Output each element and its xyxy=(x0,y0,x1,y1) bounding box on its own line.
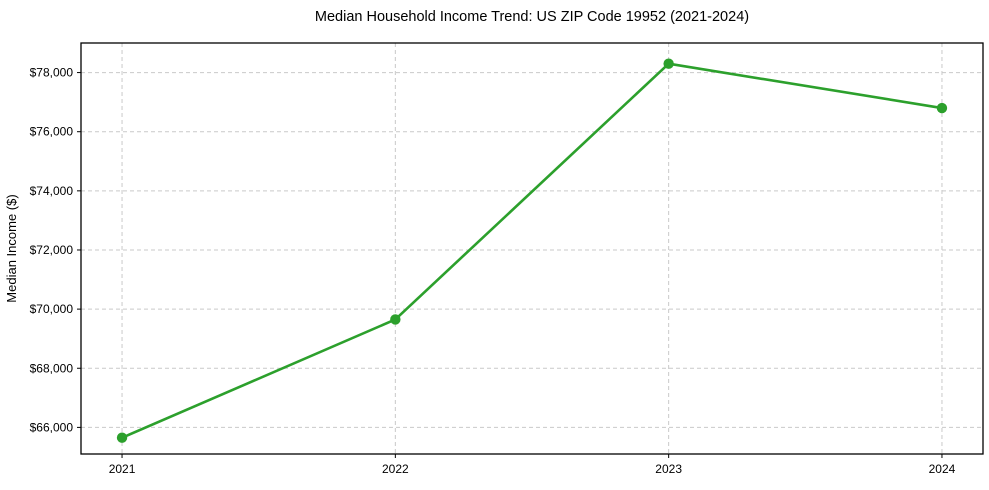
y-tick-label: $68,000 xyxy=(30,361,74,375)
data-point xyxy=(663,58,674,69)
y-tick-label: $66,000 xyxy=(30,420,74,434)
axes-layer: $66,000 $68,000 $70,000 $72,000 $74,000 $76,0… xyxy=(30,42,984,476)
x-tick-label: 2022 xyxy=(382,462,409,476)
x-tick-label: 2023 xyxy=(655,462,682,476)
y-tick-label: $74,000 xyxy=(30,184,74,198)
x-tick-label: 2024 xyxy=(929,462,956,476)
trend-line xyxy=(120,62,944,440)
chart-title: Median Household Income Trend: US ZIP Co… xyxy=(315,9,749,25)
gridlines-layer xyxy=(81,43,983,454)
y-tick-label: $70,000 xyxy=(30,302,74,316)
plot-border xyxy=(80,42,984,455)
series-layer xyxy=(116,58,948,443)
data-point xyxy=(390,314,401,325)
y-tick-label: $78,000 xyxy=(30,66,74,80)
y-tick-label: $76,000 xyxy=(30,125,74,139)
data-point xyxy=(116,432,128,443)
x-tick-label: 2021 xyxy=(109,462,136,476)
y-axis-label: Median Income ($) xyxy=(4,194,19,302)
y-tick-label: $72,000 xyxy=(30,243,74,257)
data-point xyxy=(936,102,948,114)
